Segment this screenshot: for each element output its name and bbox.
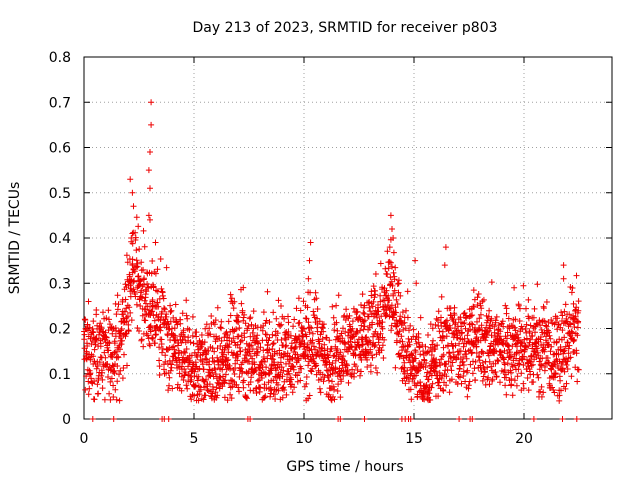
y-tick-label: 0.1 [49,367,71,383]
x-tick-label: 20 [515,431,533,447]
axis-ticks: 0 0.1 0.2 0.3 0.4 0.5 0.6 0.7 0.8 0 5 10 15 20 [49,50,612,447]
y-tick-label: 0.4 [49,231,71,247]
y-tick-label: 0.2 [49,322,71,338]
x-tick-label: 0 [80,431,89,447]
x-axis-label: GPS time / hours [286,459,403,475]
y-tick-label: 0 [62,412,71,428]
x-tick-label: 15 [405,431,423,447]
y-tick-label: 0.5 [49,186,71,202]
srmtid-data-markers [81,99,582,422]
y-axis-label: SRMTID / TECUs [7,182,23,295]
y-tick-label: 0.8 [49,50,71,66]
chart-title: Day 213 of 2023, SRMTID for receiver p80… [192,20,497,36]
y-tick-label: 0.6 [49,141,71,157]
data-points [81,99,582,422]
x-tick-label: 10 [295,431,313,447]
y-tick-label: 0.7 [49,95,71,111]
y-tick-label: 0.3 [49,276,71,292]
x-tick-label: 5 [190,431,199,447]
